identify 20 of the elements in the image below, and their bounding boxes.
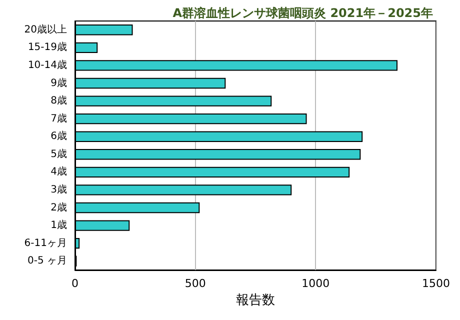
y-tick-label: 7歳 xyxy=(50,112,67,124)
y-tick-label: 20歳以上 xyxy=(24,23,67,36)
x-tick-label: 500 xyxy=(184,277,206,290)
y-tick-label: 1歳 xyxy=(50,219,67,232)
y-tick-label: 6歳 xyxy=(50,130,67,142)
chart-title: A群溶血性レンサ球菌咽頭炎 2021年－2025年 xyxy=(172,6,434,20)
x-axis-title: 報告数 xyxy=(236,292,275,308)
x-tick-label: 1500 xyxy=(422,277,450,290)
y-tick-label: 3歳 xyxy=(50,183,67,196)
x-tick-label: 1000 xyxy=(302,277,330,290)
y-tick-label: 9歳 xyxy=(50,76,67,89)
y-tick-label: 6-11ヶ月 xyxy=(24,238,67,249)
y-tick-label: 8歳 xyxy=(50,94,67,107)
y-tick-label: 15-19歳 xyxy=(28,41,67,54)
y-tick-label: 5歳 xyxy=(50,148,67,160)
y-tick-label: 0-5 ヶ月 xyxy=(27,256,67,267)
y-tick-label: 4歳 xyxy=(50,166,67,178)
y-tick-label: 2歳 xyxy=(50,201,67,214)
x-tick-label: 0 xyxy=(72,277,78,290)
y-tick-label: 10-14歳 xyxy=(28,58,67,71)
